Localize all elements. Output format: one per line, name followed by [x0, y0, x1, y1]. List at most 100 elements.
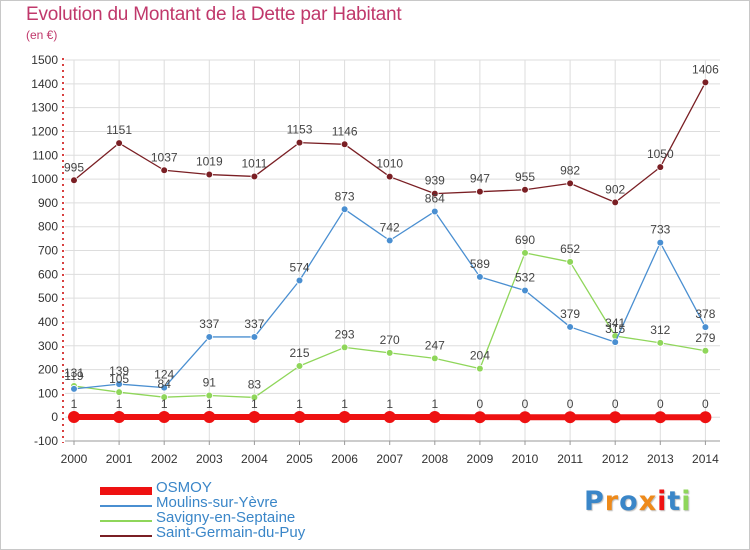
data-point [115, 388, 123, 396]
y-tick-label: 300 [38, 339, 58, 353]
data-label: 1 [206, 397, 213, 411]
data-label: 1 [341, 397, 348, 411]
data-point [430, 354, 439, 363]
data-point [611, 198, 619, 207]
legend-swatch [100, 487, 152, 495]
data-label: 378 [695, 307, 715, 321]
data-label: 215 [289, 346, 309, 360]
data-label: 532 [515, 271, 535, 285]
data-label: 652 [560, 242, 580, 256]
data-point [521, 249, 529, 257]
data-point [295, 276, 304, 285]
data-point [656, 339, 665, 347]
chart-title: Evolution du Montant de la Dette par Hab… [26, 4, 402, 25]
data-point [113, 410, 126, 423]
data-label: 995 [64, 160, 84, 174]
y-tick-label: 1100 [32, 148, 58, 162]
data-label: 947 [470, 172, 490, 186]
data-label: 337 [199, 317, 219, 331]
y-tick-label: -100 [34, 434, 58, 448]
data-point [428, 410, 441, 423]
data-point [115, 139, 123, 147]
data-label: 1 [161, 397, 168, 411]
data-point [340, 140, 349, 149]
data-point [476, 364, 484, 373]
data-point [609, 411, 622, 424]
data-label: 1037 [151, 150, 178, 164]
legend-swatch [100, 535, 152, 537]
data-label: 0 [522, 397, 529, 411]
data-label: 574 [289, 261, 309, 275]
x-tick-label: 2007 [376, 452, 403, 466]
data-point [564, 411, 577, 424]
x-tick-label: 2010 [512, 452, 539, 466]
data-label: 315 [605, 322, 625, 336]
data-point [158, 410, 171, 423]
x-tick-label: 2012 [602, 452, 629, 466]
data-point [295, 362, 304, 370]
data-point [68, 410, 80, 423]
data-point [656, 163, 665, 171]
data-point [430, 189, 439, 198]
data-label: 119 [64, 369, 83, 383]
data-label: 690 [515, 233, 535, 247]
data-point [340, 343, 349, 352]
data-label: 733 [650, 223, 670, 237]
x-tick-label: 2003 [196, 452, 223, 466]
x-tick-label: 2011 [557, 452, 583, 466]
y-tick-label: 400 [38, 315, 58, 329]
data-label: 1 [296, 397, 303, 411]
data-label: 1 [71, 397, 78, 411]
legend-label: Savigny-en-Septaine [156, 509, 296, 526]
data-label: 1050 [647, 147, 674, 161]
data-label: 279 [695, 331, 715, 345]
data-point [699, 411, 712, 424]
data-label: 124 [154, 368, 174, 382]
data-point [250, 333, 259, 341]
y-tick-label: 500 [38, 291, 58, 305]
x-tick-label: 2005 [286, 452, 313, 466]
data-label: 131 [64, 366, 84, 380]
legend-swatch [100, 505, 152, 507]
data-point [385, 172, 394, 181]
data-point [340, 205, 349, 214]
data-label: 84 [158, 377, 172, 391]
data-point [293, 410, 306, 423]
legend-swatch [100, 520, 152, 522]
data-label: 1019 [196, 155, 223, 169]
data-label: 1 [251, 397, 258, 411]
data-label: 939 [425, 174, 445, 188]
x-tick-label: 2002 [151, 452, 178, 466]
data-point [205, 333, 214, 341]
data-point [385, 236, 394, 245]
data-label: 1011 [241, 156, 267, 170]
data-label: 105 [109, 372, 129, 386]
logo-letter: i [681, 486, 692, 517]
data-point [338, 410, 351, 423]
y-tick-label: 0 [51, 410, 58, 424]
data-point [203, 410, 216, 423]
data-point [430, 207, 439, 216]
data-point [295, 138, 304, 147]
y-tick-label: 1500 [31, 53, 58, 67]
data-label: 83 [248, 377, 262, 391]
data-point [248, 410, 261, 423]
data-point [160, 166, 169, 175]
data-label: 982 [560, 163, 580, 177]
data-label: 873 [335, 189, 355, 203]
data-label: 0 [477, 397, 484, 411]
data-label: 91 [203, 376, 217, 390]
logo-letter: P [584, 486, 605, 517]
x-tick-label: 2000 [61, 452, 88, 466]
logo-letter: r [604, 486, 620, 517]
data-label: 864 [425, 191, 445, 205]
data-label: 312 [650, 323, 670, 337]
data-point [70, 176, 78, 185]
data-point [70, 385, 78, 393]
data-label: 204 [470, 349, 490, 363]
data-label: 379 [560, 307, 580, 321]
y-tick-label: 900 [38, 196, 58, 210]
data-point [473, 411, 486, 424]
data-label: 1146 [332, 124, 358, 138]
y-tick-label: 1200 [31, 124, 58, 138]
